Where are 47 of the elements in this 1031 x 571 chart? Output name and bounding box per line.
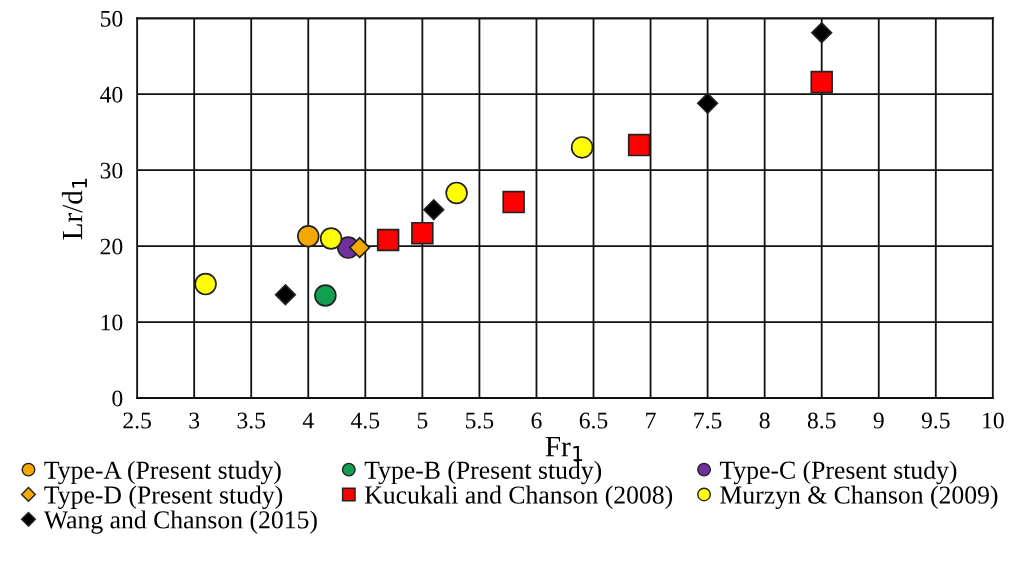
x-tick-label: 7.5	[694, 412, 722, 429]
legend-label: Wang and Chanson (2015)	[43, 510, 317, 534]
point	[811, 22, 833, 44]
x-tick-label: 4	[302, 412, 314, 429]
legend-label: Kucukali and Chanson (2008)	[364, 485, 673, 509]
point	[297, 224, 320, 248]
x-tick-label: 5.5	[466, 412, 494, 429]
point	[314, 284, 337, 307]
x-tick-label: 9.5	[921, 412, 950, 429]
x-tick-label: 8.5	[807, 412, 836, 429]
x-tick-label: 6	[531, 412, 542, 429]
point	[423, 198, 445, 221]
point	[319, 227, 343, 250]
x-tick-label: 7	[646, 412, 656, 429]
y-axis-title: Lr/d$_{1}$	[61, 178, 87, 240]
legend-label: Type-A (Present study)	[44, 460, 281, 485]
x-axis-title: Fr$_{1}$	[545, 437, 583, 461]
y-tick-label: 20	[100, 238, 123, 255]
x-tick-label: 2.5	[123, 412, 151, 429]
legend-label: Type-B (Present study)	[364, 460, 602, 485]
y-tick-label: 40	[100, 86, 123, 103]
legend-label: Type-D (Present study)	[44, 485, 283, 509]
point	[627, 133, 651, 157]
x-tick-label: 5	[417, 412, 428, 429]
x-tick-label: 10	[983, 412, 1004, 429]
point	[570, 136, 594, 159]
point	[502, 190, 525, 214]
legend-label: Type-C (Present study)	[719, 460, 957, 485]
x-tick-label: 3	[189, 412, 200, 429]
y-tick-label: 30	[100, 162, 123, 179]
point	[376, 228, 400, 252]
x-tick-label: 6.5	[579, 412, 608, 429]
point	[411, 221, 434, 245]
legend-label: Murzyn & Chanson (2009)	[720, 485, 998, 509]
x-tick-label: 8	[759, 412, 770, 429]
x-tick-label: 3.5	[237, 412, 266, 429]
point	[445, 181, 468, 205]
point	[194, 272, 217, 296]
point	[274, 284, 297, 306]
y-tick-label: 10	[101, 314, 123, 331]
x-tick-label: 4.5	[351, 412, 380, 429]
y-tick-label: 50	[101, 10, 123, 27]
point	[810, 70, 833, 94]
point	[348, 236, 371, 259]
y-tick-label: 0	[112, 390, 123, 407]
point	[696, 92, 719, 114]
x-tick-label: 9	[873, 412, 884, 429]
